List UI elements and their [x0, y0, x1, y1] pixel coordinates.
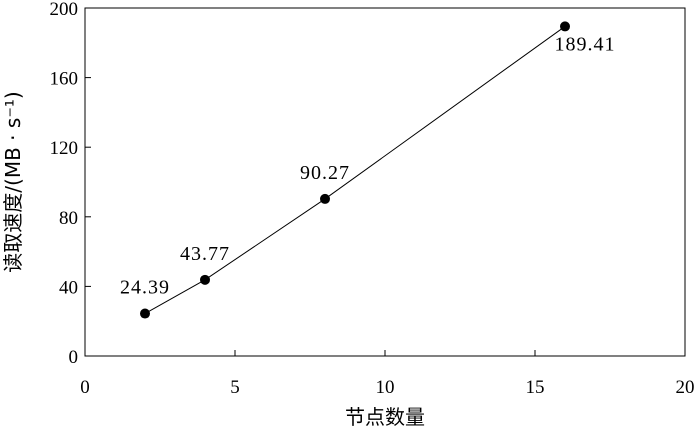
x-tick-label: 15 [526, 377, 545, 398]
y-axis-title: 读取速度/(MB · s⁻¹) [1, 91, 25, 272]
x-tick-label: 5 [230, 377, 240, 398]
y-axis: 0 40 80 120 160 200 [50, 0, 91, 368]
data-point [200, 274, 210, 285]
y-tick-label: 80 [59, 208, 78, 229]
data-point [140, 308, 150, 319]
y-tick-label: 200 [50, 0, 79, 20]
x-tick-label: 10 [376, 377, 395, 398]
data-point [320, 193, 330, 204]
plot-frame [84, 7, 686, 357]
y-tick-label: 40 [59, 277, 78, 298]
x-tick-label: 0 [80, 377, 90, 398]
y-tick-label: 120 [50, 138, 79, 159]
data-label: 90.27 [300, 162, 350, 184]
data-point [560, 21, 570, 32]
x-axis: 0 5 10 15 20 [80, 350, 695, 398]
x-tick-label: 20 [676, 377, 695, 398]
data-label: 24.39 [120, 277, 170, 299]
series-layer: 24.39 43.77 90.27 189.41 [120, 21, 616, 319]
x-axis-title: 节点数量 [345, 405, 425, 429]
data-label: 43.77 [180, 243, 230, 265]
y-tick-label: 160 [50, 69, 79, 90]
series-line [144, 26, 566, 314]
data-label: 189.41 [555, 33, 616, 55]
y-tick-label: 0 [69, 347, 79, 368]
